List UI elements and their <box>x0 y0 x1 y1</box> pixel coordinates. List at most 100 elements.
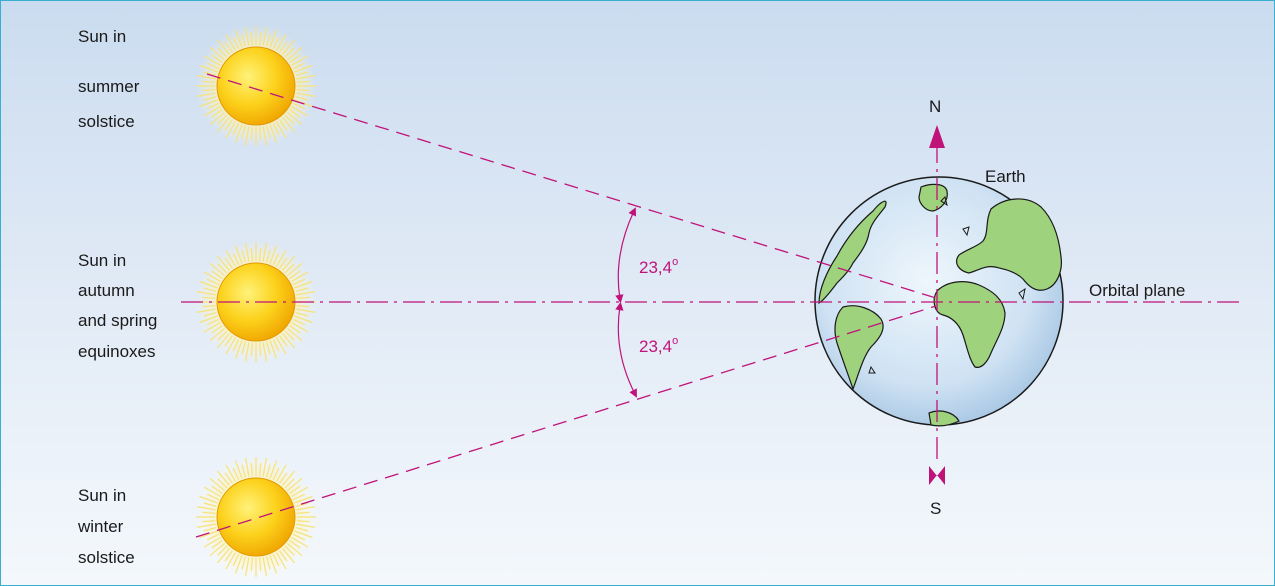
sun-ray <box>294 64 313 73</box>
sun-ray <box>269 29 278 48</box>
sun-ray <box>202 296 216 299</box>
sun-ray <box>217 47 228 58</box>
sun-ray <box>224 550 233 562</box>
sun-ray <box>262 126 267 146</box>
sun-ray <box>199 99 218 108</box>
sun-ray <box>289 54 301 63</box>
sun-ray <box>250 463 253 477</box>
sun-rays-summer <box>196 26 316 146</box>
sun-ray <box>296 523 316 528</box>
sun-ray <box>199 280 218 289</box>
sun-ray <box>269 340 278 359</box>
sun-ray <box>232 122 240 136</box>
sun-ray <box>272 467 280 481</box>
sun-ray <box>216 333 231 349</box>
sun-ray <box>284 545 295 556</box>
sun-ray <box>202 520 216 523</box>
sun-ray <box>217 545 228 556</box>
sun-ray <box>196 308 216 313</box>
sun-ray <box>279 472 288 484</box>
sun-ray <box>234 29 243 48</box>
sun-ray <box>269 460 278 479</box>
sun-ray <box>234 460 243 479</box>
sun-ray <box>296 308 316 313</box>
sun-ray <box>259 126 262 140</box>
sun-ray <box>296 511 310 514</box>
sun-ray <box>259 463 262 477</box>
sun-ray <box>294 280 313 289</box>
sun-ray <box>284 330 295 341</box>
sun-ray <box>245 342 250 362</box>
sun-ray <box>250 126 253 140</box>
sun-ray <box>284 263 295 274</box>
sun-ray <box>245 557 250 577</box>
sun-ray <box>287 111 303 126</box>
sun-ray <box>209 262 225 277</box>
sun-ray <box>250 342 253 356</box>
sun-ray <box>241 33 246 47</box>
sun-ray <box>250 248 253 262</box>
sun-ray <box>250 557 253 571</box>
sun-winter <box>196 457 316 577</box>
sun-ray <box>266 249 271 263</box>
sun-ray <box>291 271 309 283</box>
angle-label-upper: 23,4o <box>639 256 678 277</box>
sun-ray <box>275 464 287 482</box>
sun-ray <box>291 536 309 548</box>
sun-ray <box>287 477 303 492</box>
sun-ray <box>217 330 228 341</box>
sun-ray <box>279 119 288 131</box>
sun-ray <box>262 557 267 577</box>
sun-ray <box>289 109 301 118</box>
label-equinox-sun-line3: and spring <box>78 311 157 330</box>
sun-ray <box>203 96 217 101</box>
sun-ray <box>292 62 306 70</box>
sun-ray <box>199 530 218 539</box>
sun-ray <box>266 556 271 570</box>
sun-ray <box>287 46 303 61</box>
sun-ray <box>209 542 225 557</box>
sun-ray <box>295 96 309 101</box>
sun-ray <box>216 548 231 564</box>
sun-ray <box>211 485 223 494</box>
sun-ray <box>269 245 278 264</box>
sun-ray <box>266 341 271 355</box>
sun-ray <box>296 291 316 296</box>
sun-rays-equinox <box>196 242 316 362</box>
sun-ray <box>292 533 306 541</box>
sun-ray <box>196 92 216 97</box>
sun-ray <box>279 335 288 347</box>
sun-ray <box>225 249 237 267</box>
landmass-eurasia <box>956 198 1062 291</box>
sun-ray <box>275 121 287 139</box>
sun-ray <box>199 315 218 324</box>
sun-ray <box>266 33 271 47</box>
sun-ray <box>234 555 243 574</box>
label-south: S <box>930 499 941 518</box>
sun-ray <box>209 46 225 61</box>
sun-ray <box>245 26 250 46</box>
sun-ray <box>234 124 243 143</box>
sun-ray <box>196 75 216 80</box>
sun-ray <box>206 533 220 541</box>
sun-ray <box>281 117 296 133</box>
sun-ray <box>234 245 243 264</box>
sun-ray <box>287 262 303 277</box>
sun-ray <box>295 71 309 76</box>
label-equinox-sun-line4: equinoxes <box>78 342 156 361</box>
angle-arc-lower <box>615 301 637 398</box>
sun-ray <box>272 252 280 266</box>
sun-ray <box>211 325 223 334</box>
sun-ray <box>291 55 309 67</box>
sun-ray <box>262 26 267 46</box>
sun-ray <box>206 102 220 110</box>
sun-ray <box>289 540 301 549</box>
sun-ray <box>202 89 216 92</box>
sun-ray <box>209 111 225 126</box>
sun-ray <box>224 119 233 131</box>
sun-ray <box>232 36 240 50</box>
sun-ray <box>289 325 301 334</box>
sun-ray <box>272 553 280 567</box>
sun-ray <box>203 527 217 532</box>
